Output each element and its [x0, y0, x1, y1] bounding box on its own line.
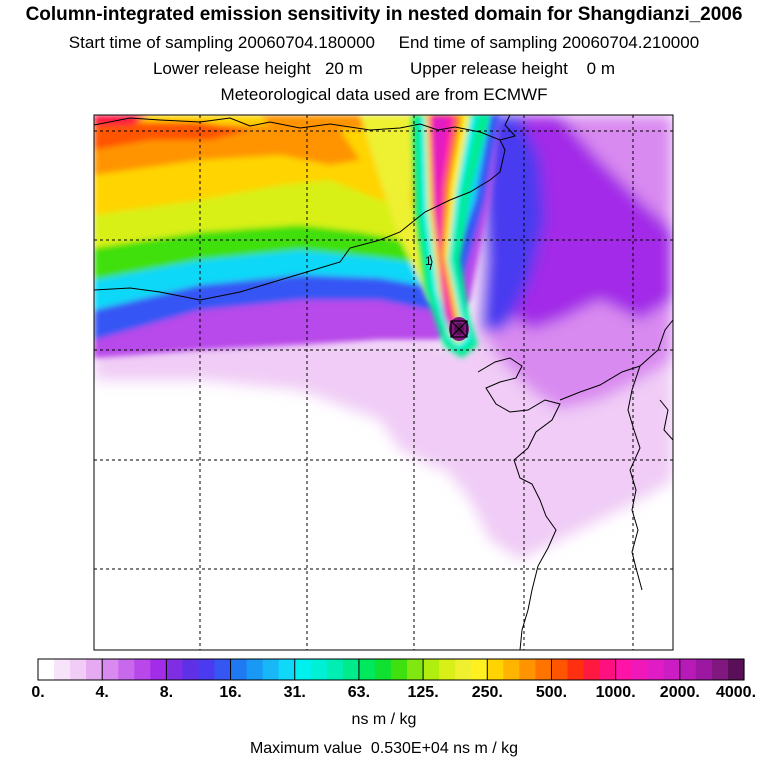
colorbar-tick-label: 0.	[31, 684, 45, 701]
colorbar-tick-label: 16.	[219, 684, 242, 701]
colorbar-cell	[374, 659, 392, 680]
colorbar-cell	[407, 659, 424, 680]
colorbar-cell	[310, 659, 328, 680]
colorbar-cell	[230, 659, 248, 680]
colorbar-cell	[615, 659, 633, 680]
colorbar-cell	[38, 659, 55, 680]
coastline	[477, 357, 561, 650]
colorbar-cell	[503, 659, 520, 680]
maximum-value: Maximum value 0.530E+04 ns m / kg	[249, 740, 519, 757]
colorbar-tick-label: 1000.	[595, 684, 636, 701]
sampling-times: Start time of sampling 20060704.180000 E…	[68, 33, 700, 52]
colorbar-cell	[198, 659, 216, 680]
colorbar-cell	[182, 659, 200, 680]
graticule	[94, 115, 673, 650]
colorbar-cell	[118, 659, 135, 680]
contour-label: 1	[425, 254, 432, 268]
release-heights: Lower release height 20 m Upper release …	[152, 59, 616, 78]
colorbar-ticks	[37, 659, 745, 680]
border-korea	[559, 319, 673, 401]
met-data-source: Meteorological data used are from ECMWF	[220, 85, 548, 104]
colorbar-cell	[711, 659, 729, 680]
colorbar-cell	[455, 659, 472, 680]
colorbar-cell	[262, 659, 280, 680]
colorbar-tick-label: 250.	[471, 684, 503, 701]
colorbar-cell	[246, 659, 264, 680]
colorbar-tick-label: 63.	[347, 684, 371, 701]
colorbar-cell	[439, 659, 456, 680]
colorbar-cell	[567, 659, 585, 680]
border-north-east	[454, 115, 516, 141]
colorbar-cell	[679, 659, 697, 680]
colorbar-cell	[166, 659, 184, 680]
colorbar-cell	[487, 659, 504, 680]
map-frame	[93, 114, 674, 651]
receptor-box	[450, 320, 468, 338]
colorbar-cell	[278, 659, 296, 680]
colorbar-tick-label: 8.	[159, 684, 174, 701]
colorbar-tick-label: 125.	[407, 684, 439, 701]
colorbar-cell	[727, 659, 745, 680]
coastline-korea	[627, 365, 643, 591]
colorbar-tick-label: 4.	[95, 684, 109, 701]
colorbar-cell	[471, 659, 488, 680]
colorbar-cell	[54, 659, 71, 680]
colorbar-cell	[86, 659, 103, 680]
colorbar-cell	[214, 659, 232, 680]
colorbar	[38, 659, 745, 680]
colorbar-tick-label: 2000.	[659, 684, 700, 701]
colorbar-cell	[631, 659, 649, 680]
colorbar-cell	[70, 659, 87, 680]
receptor-cross-b	[450, 320, 468, 338]
chart-title: Column-integrated emission sensitivity i…	[25, 4, 743, 25]
colorbar-cell	[663, 659, 681, 680]
colorbar-cell	[326, 659, 344, 680]
colorbar-cell	[150, 659, 167, 680]
field-south-haze	[94, 340, 470, 470]
colorbar-cell	[695, 659, 713, 680]
colorbar-cell	[358, 659, 376, 680]
colorbar-tick-label: 4000.	[715, 684, 757, 701]
colorbar-cell	[391, 659, 408, 680]
colorbar-tick-label: 500.	[535, 684, 568, 701]
receptor-marker	[450, 320, 468, 338]
colorbar-cell	[583, 659, 601, 680]
colorbar-tick-label: 31.	[283, 684, 306, 701]
colorbar-cell	[134, 659, 151, 680]
field-indigo-band	[480, 115, 545, 330]
colorbar-cell	[519, 659, 537, 680]
colorbar-cell	[535, 659, 553, 680]
colorbar-cell	[423, 659, 440, 680]
boundaries	[94, 115, 673, 650]
colorbar-cell	[294, 659, 312, 680]
coastline-east	[659, 399, 673, 441]
colorbar-cell	[551, 659, 569, 680]
colorbar-cell	[342, 659, 360, 680]
colorbar-cell	[647, 659, 665, 680]
field-west-redorange	[94, 122, 250, 150]
colorbar-cell	[102, 659, 119, 680]
colorbar-unit: ns m / kg	[351, 711, 417, 728]
contour-line	[429, 254, 433, 271]
border-north	[94, 117, 456, 131]
plume-core	[433, 115, 454, 328]
border-inner-mongolia	[94, 139, 506, 301]
colorbar-cell	[599, 659, 617, 680]
sensitivity-field	[94, 115, 673, 560]
